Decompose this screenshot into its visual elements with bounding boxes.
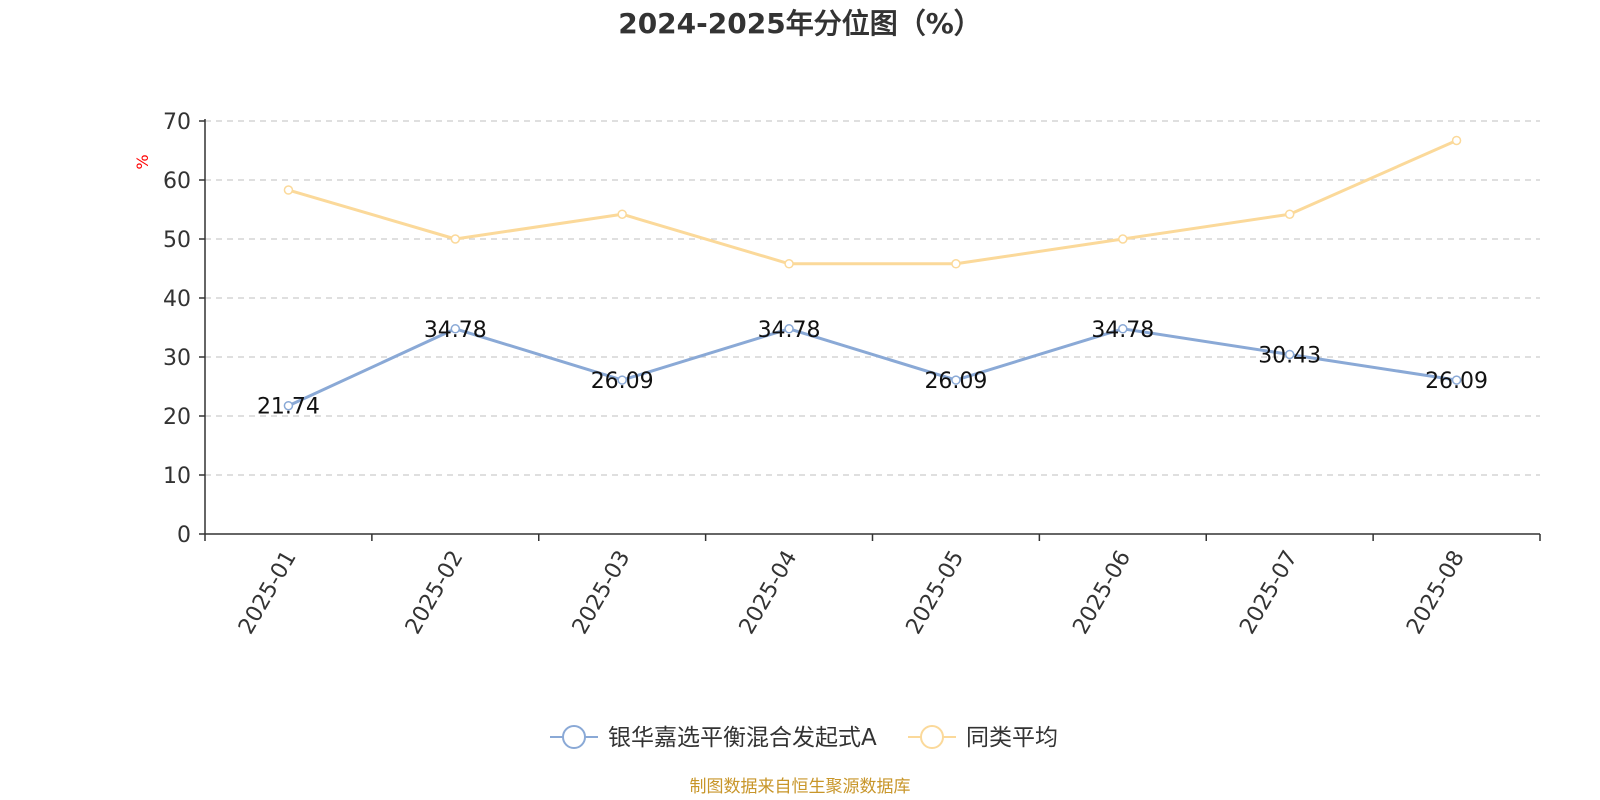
legend-label: 同类平均: [966, 725, 1058, 751]
x-tick-label: 2025-07: [1235, 547, 1303, 639]
y-tick-label: 70: [163, 110, 191, 135]
data-point: [784, 259, 794, 269]
series-lines: [283, 135, 1462, 411]
data-point: [784, 324, 794, 334]
data-point: [450, 234, 461, 244]
x-tick-label: 2025-02: [401, 547, 469, 639]
y-tick-label: 0: [177, 523, 191, 548]
data-point: [283, 400, 294, 411]
axes: 0 10 20 30 40 50 60 70 2025-01 2025-02 2025-03 2025…: [163, 110, 1541, 639]
y-tick-label: 10: [163, 464, 191, 489]
data-point: [617, 209, 627, 219]
legend-label: 银华嘉选平衡混合发起式A: [608, 725, 877, 751]
data-label: 30.43: [1258, 343, 1321, 368]
data-point: [1284, 209, 1295, 219]
data-label: 21.74: [257, 395, 320, 420]
data-label: 26.09: [924, 369, 987, 394]
data-point: [1451, 135, 1462, 146]
data-label: 34.78: [758, 318, 821, 343]
chart-title: 2024-2025年分位图（%）: [618, 7, 982, 40]
legend-marker-icon: [562, 725, 586, 749]
data-point: [951, 259, 961, 269]
x-tick-label: 2025-01: [234, 547, 302, 639]
x-tick-label: 2025-06: [1068, 547, 1136, 639]
grid-lines: [205, 120, 1540, 476]
y-tick-label: 50: [163, 228, 191, 253]
data-point: [1451, 375, 1462, 385]
data-label: 34.78: [1091, 318, 1154, 343]
data-point: [1284, 349, 1295, 360]
data-point: [283, 185, 294, 195]
data-label: 34.78: [424, 318, 487, 343]
y-tick-label: 60: [163, 169, 191, 194]
data-label: 26.09: [1425, 369, 1488, 394]
data-point: [1118, 324, 1128, 334]
data-labels: 21.74 34.78 26.09 34.78 26.09 34.78 30.43 26.09: [257, 318, 1488, 420]
series-line: [287, 327, 1457, 408]
data-point: [951, 375, 961, 385]
data-point: [1118, 234, 1128, 244]
legend-marker-icon: [920, 725, 944, 749]
x-tick-label: 2025-03: [568, 547, 636, 639]
x-tick-label: 2025-04: [735, 547, 803, 639]
data-point: [450, 324, 461, 334]
data-label: 26.09: [591, 369, 654, 394]
data-point: [617, 375, 627, 385]
data-source-note: 制图数据来自恒生聚源数据库: [690, 777, 911, 797]
x-tick-label: 2025-08: [1402, 547, 1470, 639]
legend: 银华嘉选平衡混合发起式A 同类平均: [550, 725, 1058, 751]
y-tick-label: 40: [163, 287, 191, 312]
x-tick-label: 2025-05: [902, 547, 970, 639]
y-axis-unit-label: %: [133, 154, 152, 169]
y-tick-label: 30: [163, 346, 191, 371]
series-line: [288, 139, 1458, 266]
y-tick-label: 20: [163, 405, 191, 430]
